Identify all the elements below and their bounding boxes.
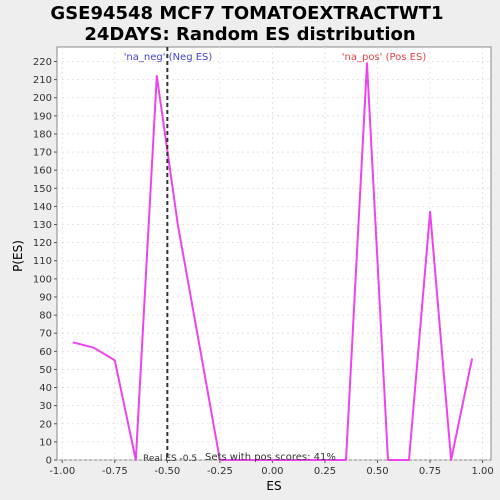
x-axis-label: ES (266, 479, 281, 493)
pos-scores-label: Sets with pos scores: 41% (205, 452, 336, 463)
x-tick-label: -1.00 (49, 466, 75, 477)
y-tick-label: 20 (39, 419, 52, 430)
y-tick-label: 120 (33, 238, 52, 249)
y-tick-label: 10 (39, 437, 52, 448)
x-axis: -1.00 -0.75 -0.50 -0.25 0.00 0.25 0.50 0.75 1.00 (49, 460, 494, 477)
y-tick-label: 80 (39, 311, 52, 322)
x-tick-label: 1.00 (471, 466, 493, 477)
series-line (72, 62, 474, 461)
chart-title-line2: 24DAYS: Random ES distribution (84, 24, 415, 45)
x-tick-label: 0.50 (366, 466, 388, 477)
y-tick-label: 30 (39, 401, 52, 412)
x-tick-label: 0.25 (314, 466, 336, 477)
y-axis: 0 10 20 30 40 50 60 70 80 90 100 110 120 130 140 150 160… (33, 57, 57, 467)
x-tick-label: 0.00 (261, 466, 283, 477)
x-tick-label: -0.50 (154, 466, 180, 477)
y-tick-label: 180 (33, 129, 52, 140)
y-tick-label: 210 (33, 75, 52, 86)
y-tick-label: 130 (33, 220, 52, 231)
y-tick-label: 190 (33, 111, 52, 122)
y-axis-label: P(ES) (11, 240, 25, 272)
real-es-label: Real ES -0.5 (143, 454, 197, 464)
chart-title-line1: GSE94548 MCF7 TOMATOEXTRACTWT1 (50, 3, 443, 24)
pos-es-label: 'na_pos' (Pos ES) (342, 52, 427, 63)
y-tick-label: 140 (33, 202, 52, 213)
y-tick-label: 40 (39, 383, 52, 394)
y-tick-label: 0 (46, 456, 52, 467)
series-layer (72, 62, 474, 461)
y-tick-label: 200 (33, 93, 52, 104)
x-tick-label: -0.75 (102, 466, 128, 477)
y-tick-label: 50 (39, 365, 52, 376)
y-tick-label: 70 (39, 329, 52, 340)
y-tick-label: 220 (33, 57, 52, 68)
y-tick-label: 160 (33, 166, 52, 177)
x-tick-label: -0.25 (207, 466, 233, 477)
y-tick-label: 110 (33, 256, 52, 267)
y-tick-label: 170 (33, 148, 52, 159)
neg-es-label: 'na_neg' (Neg ES) (124, 52, 213, 63)
x-tick-label: 0.75 (419, 466, 441, 477)
y-tick-label: 100 (33, 274, 52, 285)
y-tick-label: 150 (33, 184, 52, 195)
y-tick-label: 60 (39, 347, 52, 358)
y-tick-label: 90 (39, 292, 52, 303)
